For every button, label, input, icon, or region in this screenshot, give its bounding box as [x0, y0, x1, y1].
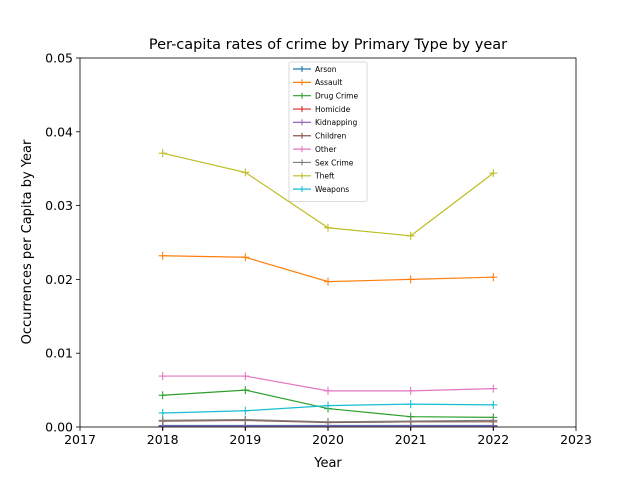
data-point-sex-crime: [406, 417, 415, 426]
legend-item-sex-crime: Sex Crime: [293, 158, 354, 167]
y-tick-label: 0.02: [45, 272, 73, 287]
data-point-drug-crime: [241, 386, 250, 395]
legend-label: Other: [315, 145, 337, 154]
series-other: [158, 372, 498, 395]
legend-item-children: Children: [293, 132, 346, 141]
data-point-other: [406, 386, 415, 395]
legend-item-homicide: Homicide: [293, 105, 351, 114]
x-axis-label: Year: [313, 456, 342, 471]
x-tick-label: 2020: [312, 432, 344, 447]
legend-label: Homicide: [315, 105, 351, 114]
data-point-assault: [489, 273, 498, 282]
data-point-theft: [406, 231, 415, 240]
legend-item-weapons: Weapons: [293, 185, 349, 194]
data-point-theft: [324, 223, 332, 232]
series-theft: [158, 149, 498, 240]
data-point-weapons: [406, 400, 415, 409]
data-point-sex-crime: [158, 416, 167, 425]
legend-label: Children: [315, 132, 346, 141]
legend-item-drug-crime: Drug Crime: [293, 92, 358, 101]
data-point-other: [324, 386, 332, 395]
x-tick-label: 2017: [64, 432, 96, 447]
legend-label: Sex Crime: [315, 158, 354, 167]
series-lines: [158, 149, 498, 431]
y-axis-label: Occurrences per Capita by Year: [20, 139, 35, 344]
y-tick-label: 0.00: [45, 420, 73, 435]
legend-label: Assault: [315, 78, 342, 87]
legend-label: Kidnapping: [315, 118, 357, 127]
data-point-weapons: [158, 408, 167, 417]
data-point-weapons: [324, 401, 332, 410]
x-tick-label: 2018: [147, 432, 179, 447]
y-tick-label: 0.04: [45, 124, 73, 139]
legend-label: Arson: [315, 65, 337, 74]
legend-label: Weapons: [315, 185, 349, 194]
data-point-weapons: [241, 406, 250, 415]
y-tick-label: 0.01: [45, 346, 73, 361]
x-tick-label: 2019: [229, 432, 261, 447]
data-point-other: [241, 372, 250, 381]
legend-label: Drug Crime: [315, 92, 358, 101]
data-point-theft: [158, 149, 167, 158]
chart-title: Per-capita rates of crime by Primary Typ…: [149, 37, 507, 53]
data-point-assault: [324, 277, 332, 286]
data-point-other: [489, 384, 498, 393]
data-point-other: [158, 372, 167, 381]
data-point-theft: [489, 169, 498, 178]
series-weapons: [158, 400, 498, 417]
data-point-assault: [406, 275, 415, 284]
legend-item-theft: Theft: [293, 172, 334, 181]
legend-label: Theft: [314, 172, 334, 181]
data-point-sex-crime: [324, 417, 332, 426]
legend-box: [288, 61, 368, 202]
data-point-theft: [241, 168, 250, 177]
x-tick-label: 2023: [560, 432, 592, 447]
legend-item-arson: Arson: [293, 65, 337, 74]
y-tick-label: 0.03: [45, 198, 73, 213]
x-tick-label: 2022: [477, 432, 509, 447]
y-tick-label: 0.05: [45, 51, 73, 66]
x-axis-ticks: 2017 2018 2019 2020 2021 2022 2023: [64, 427, 592, 447]
data-point-drug-crime: [158, 391, 167, 400]
data-point-assault: [158, 251, 167, 260]
series-assault: [158, 251, 498, 286]
legend-item-other: Other: [293, 145, 337, 154]
data-point-sex-crime: [241, 415, 250, 424]
y-axis-ticks: 0.00 0.01 0.02 0.03 0.04 0.05: [45, 51, 80, 435]
data-point-assault: [241, 253, 250, 262]
data-point-weapons: [489, 400, 498, 409]
x-tick-label: 2021: [395, 432, 427, 447]
legend-item-kidnapping: Kidnapping: [293, 118, 357, 127]
legend: Arson Assault Drug Crime Homicide Kidnapping…: [288, 61, 368, 202]
series-sex-crime: [158, 415, 498, 426]
legend-item-assault: Assault: [293, 78, 342, 87]
data-point-sex-crime: [489, 416, 498, 425]
